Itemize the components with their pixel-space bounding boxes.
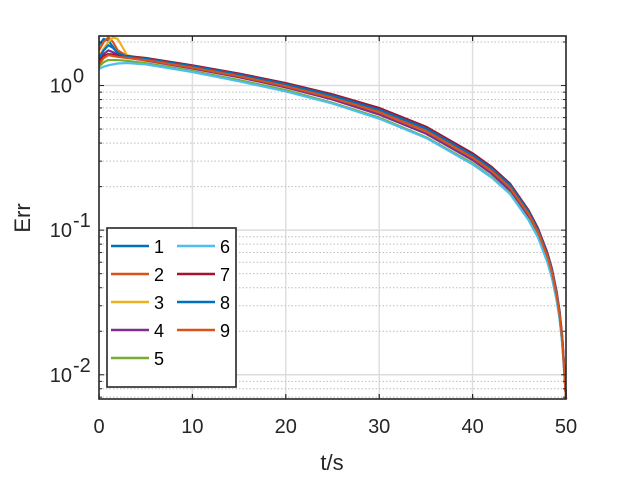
x-tick-label: 30 (368, 416, 390, 438)
x-tick-label: 40 (461, 416, 483, 438)
y-tick-label: 10 (50, 365, 72, 387)
x-tick-label: 10 (181, 416, 203, 438)
series-line-9 (98, 54, 568, 400)
legend-label-7: 7 (220, 265, 230, 285)
y-tick-label: 10 (50, 220, 72, 242)
legend-label-9: 9 (220, 321, 230, 341)
y-tick-label-exponent: -1 (73, 210, 91, 232)
legend: 1 2 3 4 5 6 7 8 9 (106, 227, 237, 388)
legend-label-3: 3 (154, 293, 164, 313)
x-tick-label: 50 (555, 416, 577, 438)
y-tick-label-exponent: -2 (73, 355, 91, 377)
legend-box (106, 227, 237, 388)
x-axis-label: t/s (320, 450, 343, 475)
y-tick-label-exponent: 0 (73, 66, 84, 88)
axes-frame (98, 35, 567, 400)
x-tick-labels: 0 10 20 30 40 50 (93, 416, 577, 438)
series-lines (98, 36, 568, 400)
legend-label-2: 2 (154, 265, 164, 285)
y-axis-label: Err (10, 203, 35, 232)
x-tick-label: 0 (93, 416, 104, 438)
legend-label-8: 8 (220, 293, 230, 313)
legend-label-6: 6 (220, 237, 230, 257)
axes-box (98, 35, 567, 400)
legend-label-1: 1 (154, 237, 164, 257)
legend-label-4: 4 (154, 321, 164, 341)
legend-label-5: 5 (154, 349, 164, 369)
x-tick-label: 20 (275, 416, 297, 438)
y-tick-label: 10 (50, 76, 72, 98)
